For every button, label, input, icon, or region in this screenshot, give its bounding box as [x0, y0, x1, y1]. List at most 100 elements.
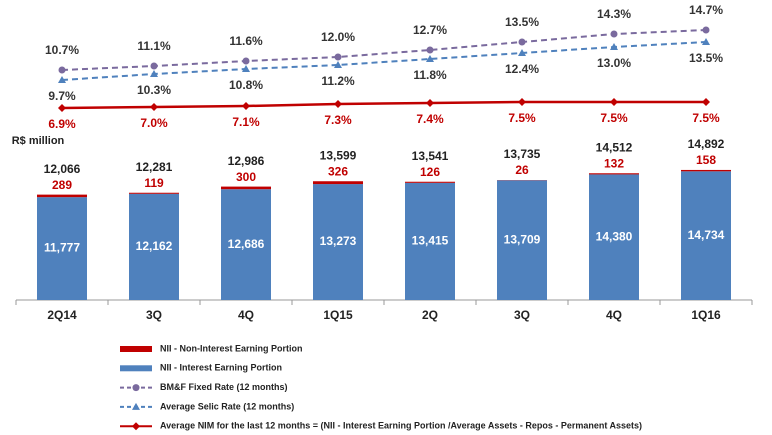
point: [150, 62, 158, 70]
bar-segment: [37, 197, 87, 300]
line-value-label: 13.5%: [505, 15, 539, 29]
line-value-label: 13.0%: [597, 56, 631, 70]
bar-segment: [129, 193, 179, 300]
line-value-label: 12.0%: [321, 30, 355, 44]
line-value-label: 7.4%: [416, 112, 444, 126]
line-value-label: 14.3%: [597, 7, 631, 21]
bar-segment: [221, 189, 271, 300]
line-value-label: 13.5%: [689, 51, 723, 65]
x-tick-label: 3Q: [514, 308, 530, 322]
point: [150, 103, 158, 111]
point: [702, 98, 710, 106]
point: [610, 30, 618, 38]
legend-label: NII - Non-Interest Earning Portion: [160, 343, 303, 353]
line: [61, 41, 707, 81]
point: [334, 100, 342, 108]
total-label: 12,986: [228, 154, 265, 168]
point: [242, 57, 250, 65]
line-value-label: 12.4%: [505, 62, 539, 76]
bar-segment: [405, 181, 455, 183]
x-tick-label: 4Q: [606, 308, 622, 322]
line-value-label: 7.5%: [692, 111, 720, 125]
line-value-label: 10.7%: [45, 43, 79, 57]
bar-segment: [37, 194, 87, 198]
bar-segment: [681, 171, 731, 300]
line-value-label: 14.7%: [689, 3, 723, 17]
point: [610, 98, 618, 106]
line-value-label: 6.9%: [48, 117, 76, 131]
legend-swatch: [120, 365, 152, 372]
point: [242, 65, 250, 72]
bar-segment: [681, 169, 731, 172]
total-label: 13,541: [412, 149, 449, 163]
x-tick-label: 1Q15: [323, 308, 353, 322]
bar-segment: [313, 184, 363, 300]
line-value-label: 7.0%: [140, 116, 168, 130]
bar-segment: [589, 174, 639, 300]
line-value-label: 10.3%: [137, 83, 171, 97]
total-label: 12,281: [136, 160, 173, 174]
bar-value-label: 14,734: [688, 228, 725, 242]
bar-segment: [589, 173, 639, 175]
line-value-label: 7.3%: [324, 113, 352, 127]
bar-value-label: 11,777: [44, 241, 80, 255]
legend-label: Average NIM for the last 12 months = (NI…: [160, 421, 642, 431]
bar-value-label: 126: [420, 165, 440, 179]
point: [150, 70, 158, 77]
legend-label: NII - Interest Earning Portion: [160, 363, 282, 373]
bar-value-label: 12,686: [228, 237, 265, 251]
line-value-label: 9.7%: [48, 89, 76, 103]
point: [702, 38, 710, 45]
point: [610, 43, 618, 50]
bar-value-label: 119: [144, 176, 164, 190]
total-label: 14,892: [688, 137, 725, 151]
x-tick-label: 2Q14: [47, 308, 77, 322]
point: [426, 55, 434, 62]
x-tick-label: 2Q: [422, 308, 438, 322]
point: [132, 402, 140, 410]
bar-value-label: 14,380: [596, 229, 633, 243]
point: [334, 61, 342, 68]
point: [58, 66, 66, 74]
point: [334, 53, 342, 61]
legend-label: BM&F Fixed Rate (12 months): [160, 382, 288, 392]
line-value-label: 11.1%: [137, 39, 171, 53]
line-value-label: 11.2%: [321, 74, 355, 88]
total-label: 13,599: [320, 148, 357, 162]
bar-value-label: 289: [52, 178, 72, 192]
y-axis-label: R$ million: [12, 135, 65, 147]
point: [132, 384, 140, 392]
x-tick-label: 3Q: [146, 308, 162, 322]
line-value-label: 11.6%: [229, 34, 263, 48]
bar-value-label: 132: [604, 156, 624, 170]
point: [132, 422, 140, 431]
line-value-label: 7.5%: [508, 111, 536, 125]
bar-segment: [129, 192, 179, 194]
line-value-label: 7.1%: [232, 115, 260, 129]
point: [518, 49, 526, 56]
line-value-label: 11.8%: [413, 68, 447, 82]
line-value-label: 7.5%: [600, 111, 628, 125]
bar-value-label: 158: [696, 153, 716, 167]
bar-value-label: 12,162: [136, 239, 173, 253]
line-value-label: 10.8%: [229, 78, 263, 92]
bar-segment: [405, 182, 455, 300]
x-tick-label: 4Q: [238, 308, 254, 322]
bar-value-label: 13,709: [504, 232, 541, 246]
line: [61, 100, 706, 110]
bar-value-label: 13,273: [320, 234, 357, 248]
bar-segment: [221, 186, 271, 190]
total-label: 13,735: [504, 147, 541, 161]
point: [426, 46, 434, 54]
point: [58, 76, 66, 83]
bar-segment: [313, 181, 363, 185]
total-label: 14,512: [596, 140, 633, 154]
x-tick-label: 1Q16: [691, 308, 721, 322]
legend-swatch: [120, 346, 152, 352]
bar-value-label: 326: [328, 164, 348, 178]
legend-label: Average Selic Rate (12 months): [160, 401, 294, 411]
point: [702, 26, 710, 34]
point: [426, 99, 434, 107]
bar-value-label: 26: [515, 163, 529, 177]
